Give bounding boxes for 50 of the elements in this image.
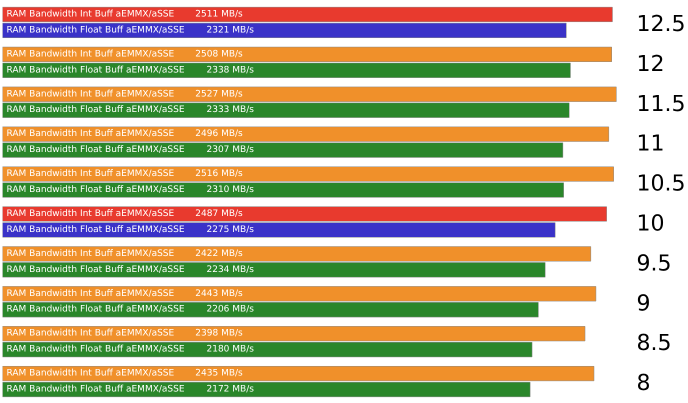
text: RAM Bandwidth Int Buff aEMMX/aSSE (6, 89, 174, 100)
text: RAM Bandwidth Float Buff aEMMX/aSSE (6, 384, 185, 395)
y-tick-label: 8 (636, 371, 650, 396)
text: RAM Bandwidth Float Buff aEMMX/aSSE (6, 304, 185, 315)
data-label: 2206 MB/s (206, 304, 254, 315)
y-tick-label: 10.5 (636, 172, 686, 197)
y-tick-label: 11 (636, 132, 664, 157)
data-label: 2511 MB/s (195, 9, 244, 20)
data-label: 2172 MB/s (206, 384, 254, 395)
text: RAM Bandwidth Int Buff aEMMX/aSSE (6, 288, 174, 299)
text: RAM Bandwidth Int Buff aEMMX/aSSE (6, 49, 174, 60)
data-label: 2398 MB/s (195, 328, 244, 339)
data-label: 2487 MB/s (195, 208, 244, 219)
y-tick-label: 10 (636, 211, 664, 236)
text: RAM Bandwidth Int Buff aEMMX/aSSE (6, 328, 174, 339)
text: RAM Bandwidth Int Buff aEMMX/aSSE (6, 208, 174, 219)
text: RAM Bandwidth Float Buff aEMMX/aSSE (6, 25, 185, 36)
text: RAM Bandwidth Float Buff aEMMX/aSSE (6, 105, 185, 116)
data-label: 2496 MB/s (195, 129, 244, 140)
data-label: 2422 MB/s (195, 248, 244, 259)
data-label: 2234 MB/s (206, 264, 254, 275)
y-tick-label: 8.5 (636, 331, 672, 356)
text: RAM Bandwidth Float Buff aEMMX/aSSE (6, 65, 185, 76)
data-label: 2435 MB/s (195, 368, 244, 379)
series-label: RAM Bandwidth Float Buff aEMMX/aSSE (6, 264, 185, 275)
text: RAM Bandwidth Float Buff aEMMX/aSSE (6, 185, 185, 196)
data-label: 2333 MB/s (206, 105, 254, 116)
y-tick-label: 11.5 (636, 92, 686, 117)
text: RAM Bandwidth Float Buff aEMMX/aSSE (6, 224, 185, 235)
y-tick-label: 12.5 (636, 12, 686, 37)
text: RAM Bandwidth Float Buff aEMMX/aSSE (6, 344, 185, 355)
y-tick-label: 9.5 (636, 251, 672, 276)
data-label: 2310 MB/s (206, 185, 254, 196)
data-label: 2338 MB/s (206, 65, 254, 76)
series-label: RAM Bandwidth Int Buff aEMMX/aSSE (6, 248, 175, 259)
data-label: 2443 MB/s (195, 288, 244, 299)
text: RAM Bandwidth Int Buff aEMMX/aSSE (6, 368, 174, 379)
text: RAM Bandwidth Int Buff aEMMX/aSSE (6, 129, 174, 140)
text: RAM Bandwidth Int Buff aEMMX/aSSE (6, 9, 174, 20)
y-tick-label: 9 (636, 291, 650, 316)
data-label: 2508 MB/s (195, 49, 244, 60)
data-label: 2307 MB/s (206, 145, 254, 156)
data-label: 2275 MB/s (206, 224, 254, 235)
data-label: 2516 MB/s (195, 169, 244, 180)
data-label: 2321 MB/s (206, 25, 254, 36)
y-tick-label: 12 (636, 52, 664, 77)
text: RAM Bandwidth Int Buff aEMMX/aSSE (6, 169, 174, 180)
data-label: 2180 MB/s (206, 344, 254, 355)
text: RAM Bandwidth Float Buff aEMMX/aSSE (6, 145, 185, 156)
data-label: 2527 MB/s (195, 89, 244, 100)
